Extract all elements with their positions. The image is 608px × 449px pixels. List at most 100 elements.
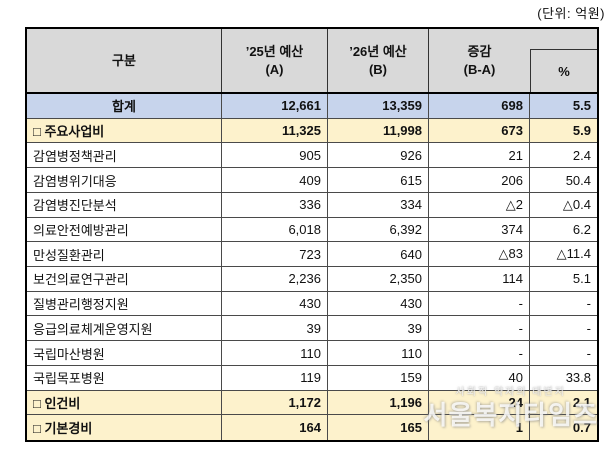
change-cell: 40 [429,365,530,390]
change-cell: 24 [429,390,530,415]
percent-cell: △0.4 [562,196,591,212]
change-cell: 114 [429,267,530,291]
header-cell-change: 증감 (B-A) [429,29,530,92]
header-2025-line1: ’25년 예산 [245,43,304,59]
table-row: □ 인건비 1,172 1,196 24 2.1 [27,390,597,416]
budget-2026-cell: 2,350 [328,267,429,291]
table-row: 국립목포병원 119 159 40 33.8 [27,365,597,391]
percent-cell: 6.2 [572,221,591,237]
change-cell: - [429,291,530,316]
budget-2026-cell: 334 [328,192,429,217]
row-label-cell: 의료안전예방관리 [27,217,222,242]
percent-cell: 50.4 [565,172,591,188]
budget-2026-cell: 39 [328,316,429,341]
percent-cell: △11.4 [556,246,591,262]
table-row: 국립마산병원 110 110- - [27,341,597,366]
budget-2025-cell: 6,018 [222,217,328,242]
percent-cell: 2.4 [572,147,591,163]
table-row: 감염병정책관리 905 926 21 2.4 [27,143,597,169]
table-row: 응급의료체계운영지원 39 39- - [27,316,597,342]
budget-2025-cell: 723 [222,242,328,267]
row-label-cell: 응급의료체계운영지원 [27,316,222,341]
table-header-row: 구분 ’25년 예산 (A) ’26년 예산 (B) 증감 (B-A) % [27,29,597,94]
row-label-cell: 질병관리행정지원 [27,291,222,316]
row-label-cell: 보건의료연구관리 [27,267,222,291]
percent-cell: 5.5 [572,98,591,114]
percent-cell: 0.7 [572,420,591,436]
table-body: 합계 12,661 13,359 698 5.5 □ 주요사업비 11,325 11,998 6… [27,94,597,441]
budget-2026-cell: 110 [328,341,429,365]
budget-2025-cell: 409 [222,168,328,192]
change-cell: 206 [429,168,530,192]
header-cell-percent: % [530,29,597,92]
table-row: □ 주요사업비 11,325 11,998 673 5.9 [27,118,597,144]
budget-2025-cell: 39 [222,316,328,341]
change-cell: △2 [429,192,530,217]
budget-2025-cell: 164 [222,415,328,441]
budget-2025-cell: 11,325 [222,118,328,143]
header-change-line2: (B-A) [463,61,496,77]
percent-cell: 33.8 [565,370,591,386]
header-2025-line2: (A) [265,61,284,77]
table-row: □ 기본경비 164 165 1 0.7 [27,415,597,441]
budget-2025-cell: 430 [222,291,328,316]
table-row: 감염병위기대응 409 615 206 50.4 [27,168,597,193]
table-row: 보건의료연구관리 2,236 2,350 114 5.1 [27,267,597,292]
header-cell-budget-2026: ’26년 예산 (B) [328,29,429,92]
row-label-cell: 감염병위기대응 [27,168,222,192]
row-label-cell: 국립목포병원 [27,365,222,390]
row-label-cell: □ 주요사업비 [27,118,222,143]
budget-2026-cell: 1,196 [328,390,429,415]
header-cell-budget-2025: ’25년 예산 (A) [222,29,328,92]
budget-2026-cell: 159 [328,365,429,390]
header-cell-category: 구분 [27,29,222,92]
row-label-cell: 국립마산병원 [27,341,222,365]
percent-cell: - [586,296,591,312]
change-cell: 1 [429,415,530,441]
budget-2026-cell: 640 [328,242,429,267]
header-2026-line2: (B) [368,61,388,77]
change-cell: 374 [429,217,530,242]
percent-cell: 2.1 [572,394,591,410]
change-cell: 21 [429,143,530,168]
percent-cell: 5.1 [572,271,591,287]
table-row: 질병관리행정지원 430 430- - [27,291,597,317]
unit-note: (단위: 억원) [537,6,605,21]
change-cell: 698 [429,94,530,118]
header-category-label: 구분 [112,52,136,68]
budget-2025-cell: 119 [222,365,328,390]
budget-2026-cell: 165 [328,415,429,441]
budget-2025-cell: 110 [222,341,328,365]
header-percent-label: % [558,63,570,79]
percent-cell: - [586,345,591,361]
row-label-cell: 감염병진단분석 [27,192,222,217]
table-row: 만성질환관리 723 640 △83 △11.4 [27,242,597,268]
row-label-cell: 감염병정책관리 [27,143,222,168]
header-2026-line1: ’26년 예산 [349,43,407,59]
table-row: 의료안전예방관리 6,018 6,392 374 6.2 [27,217,597,243]
change-cell: - [429,341,530,365]
budget-2026-cell: 430 [328,291,429,316]
table-row: 감염병진단분석 336 334 △2 △0.4 [27,192,597,218]
budget-2026-cell: 13,359 [328,94,429,118]
percent-cell: 5.9 [572,123,591,139]
row-label-cell: □ 인건비 [27,390,222,415]
header-change-line1: 증감 [467,43,492,59]
change-cell: 673 [429,118,530,143]
change-cell: △83 [429,242,530,267]
change-cell: - [429,316,530,341]
row-label-cell: □ 기본경비 [27,415,222,441]
budget-2025-cell: 2,236 [222,267,328,291]
budget-2026-cell: 615 [328,168,429,192]
budget-2025-cell: 12,661 [222,94,328,118]
budget-2026-cell: 926 [328,143,429,168]
percent-subheader-box: % [530,49,597,92]
budget-2025-cell: 1,172 [222,390,328,415]
budget-2025-cell: 905 [222,143,328,168]
row-label-cell: 합계 [27,94,222,118]
budget-table: 구분 ’25년 예산 (A) ’26년 예산 (B) 증감 (B-A) % 합계… [25,27,599,443]
budget-2026-cell: 11,998 [328,118,429,143]
row-label-cell: 만성질환관리 [27,242,222,267]
percent-cell: - [586,320,591,336]
